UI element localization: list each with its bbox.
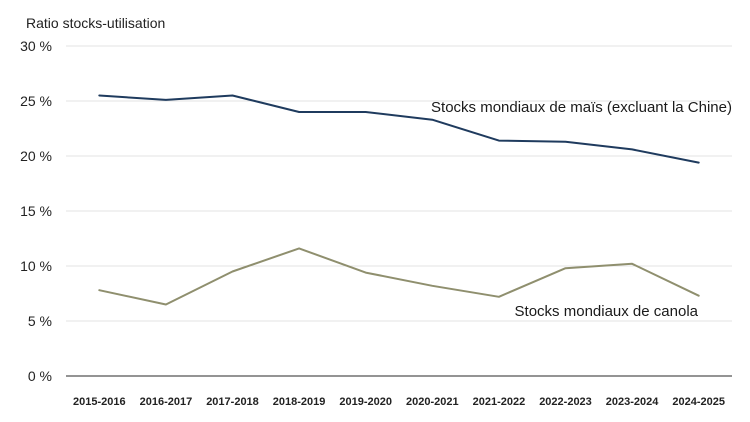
y-tick-label: 30 %	[20, 38, 52, 54]
x-tick-label: 2015-2016	[73, 396, 126, 408]
x-axis-ticks: 2015-2016 2016-2017 2017-2018 2018-2019 2019…	[73, 396, 725, 408]
y-tick-label: 20 %	[20, 148, 52, 164]
x-tick-label: 2023-2024	[606, 396, 659, 408]
gridlines	[66, 45, 732, 377]
x-tick-label: 2016-2017	[140, 396, 193, 408]
y-axis-title: Ratio stocks-utilisation	[26, 15, 165, 31]
y-axis-ticks: 0 % 5 % 10 % 15 % 20 % 25 % 30 %	[20, 38, 52, 384]
x-tick-label: 2019-2020	[339, 396, 392, 408]
series-label-corn: Stocks mondiaux de maïs (excluant la Chi…	[431, 99, 732, 116]
series-label-canola: Stocks mondiaux de canola	[515, 303, 699, 320]
x-tick-label: 2018-2019	[273, 396, 326, 408]
y-tick-label: 15 %	[20, 203, 52, 219]
x-tick-label: 2017-2018	[206, 396, 259, 408]
series-line-corn	[98, 94, 700, 164]
x-tick-label: 2020-2021	[406, 396, 459, 408]
y-tick-label: 25 %	[20, 93, 52, 109]
series-lines	[98, 94, 700, 306]
x-tick-label: 2024-2025	[672, 396, 725, 408]
series-labels: Stocks mondiaux de maïs (excluant la Chi…	[431, 99, 732, 320]
y-tick-label: 0 %	[28, 368, 52, 384]
y-tick-label: 10 %	[20, 258, 52, 274]
series-line-canola	[98, 247, 700, 306]
x-tick-label: 2021-2022	[473, 396, 526, 408]
x-tick-label: 2022-2023	[539, 396, 592, 408]
y-tick-label: 5 %	[28, 313, 52, 329]
